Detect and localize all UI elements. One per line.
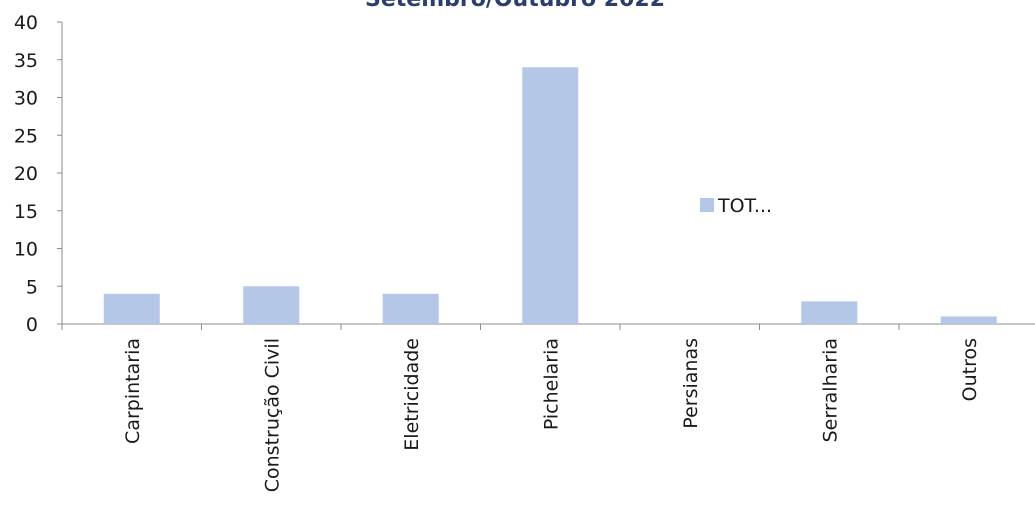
bars bbox=[103, 67, 997, 325]
chart-title: Setembro/Outubro 2022 bbox=[365, 0, 665, 12]
category-labels: Carpintaria Construção Civil Eletricidade P… bbox=[122, 338, 981, 492]
y-tick-label: 0 bbox=[26, 314, 38, 336]
x-tick-label: Serralharia bbox=[819, 338, 841, 442]
x-tick-label: Carpintaria bbox=[122, 338, 144, 444]
x-axis bbox=[61, 323, 1035, 330]
y-tick-label: 10 bbox=[14, 239, 38, 261]
x-tick-label: Outros bbox=[959, 338, 981, 401]
y-tick-label: 15 bbox=[14, 201, 38, 223]
y-axis: 0 5 10 15 20 25 30 35 40 bbox=[14, 12, 63, 336]
x-tick-label: Construção Civil bbox=[261, 338, 283, 492]
y-tick-label: 35 bbox=[14, 50, 38, 72]
bar bbox=[243, 286, 300, 324]
x-tick-label: Eletricidade bbox=[401, 338, 423, 451]
legend: TOT... bbox=[700, 195, 772, 217]
y-tick-label: 20 bbox=[14, 163, 38, 185]
x-tick-label: Pichelaria bbox=[540, 338, 562, 430]
bar bbox=[382, 293, 439, 324]
y-tick-label: 30 bbox=[14, 88, 38, 110]
bar bbox=[522, 67, 579, 325]
bar bbox=[801, 301, 858, 324]
y-tick-label: 40 bbox=[14, 12, 38, 34]
legend-swatch bbox=[700, 198, 714, 212]
bar bbox=[103, 293, 160, 324]
legend-label: TOT... bbox=[717, 195, 772, 217]
y-tick-label: 5 bbox=[26, 276, 38, 298]
x-tick-label: Persianas bbox=[680, 338, 702, 429]
y-tick-label: 25 bbox=[14, 125, 38, 147]
bar bbox=[940, 316, 997, 324]
